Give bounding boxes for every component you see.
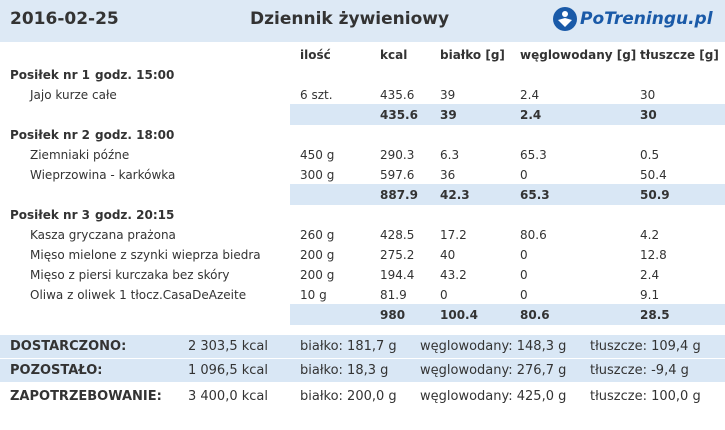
meal-total: 887.9 bbox=[380, 188, 418, 202]
food-cell: 30 bbox=[640, 88, 656, 102]
food-name: Jajo kurze całe bbox=[30, 88, 117, 102]
food-cell: 4.2 bbox=[640, 228, 660, 242]
food-cell: 450 g bbox=[300, 148, 335, 162]
food-cell: 200 g bbox=[300, 248, 335, 262]
meal-total: 28.5 bbox=[640, 308, 670, 322]
food-cell: 597.6 bbox=[380, 168, 415, 182]
food-cell: 0.5 bbox=[640, 148, 660, 162]
header-band: 2016-02-25 Dziennik żywieniowy PoTrening… bbox=[0, 0, 725, 42]
summary-cell: tłuszcze: 100,0 g bbox=[590, 389, 701, 404]
summary-label: POZOSTAŁO: bbox=[10, 363, 103, 378]
meal-total: 42.3 bbox=[440, 188, 470, 202]
food-cell: 300 g bbox=[300, 168, 335, 182]
food-cell: 260 g bbox=[300, 228, 335, 242]
summary-cell: 2 303,5 kcal bbox=[187, 339, 268, 354]
meal-name: Posiłek nr 3 bbox=[10, 208, 91, 222]
total-band bbox=[290, 304, 725, 325]
food-cell: 2.4 bbox=[520, 88, 540, 102]
food-cell: 6 szt. bbox=[300, 88, 333, 102]
meal-total: 435.6 bbox=[380, 108, 418, 122]
food-cell: 10 g bbox=[300, 288, 327, 302]
total-band bbox=[290, 184, 725, 205]
summary-cell: tłuszcze: 109,4 g bbox=[590, 339, 701, 354]
summary-cell: białko: 181,7 g bbox=[300, 339, 397, 354]
column-header: białko [g] bbox=[440, 48, 505, 62]
column-header: tłuszcze [g] bbox=[640, 48, 719, 62]
summary-cell: 3 400,0 kcal bbox=[187, 389, 268, 404]
meal-time: godz. 15:00 bbox=[95, 68, 175, 82]
meal-total: 65.3 bbox=[520, 188, 550, 202]
food-cell: 9.1 bbox=[640, 288, 660, 302]
summary-band bbox=[0, 359, 725, 382]
food-cell: 0 bbox=[520, 268, 528, 282]
summary-cell: węglowodany: 148,3 g bbox=[420, 339, 567, 354]
total-band bbox=[290, 104, 725, 125]
food-name: Kasza gryczana prażona bbox=[30, 228, 176, 242]
column-header: ilość bbox=[300, 48, 331, 62]
food-cell: 275.2 bbox=[380, 248, 415, 262]
summary-cell: węglowodany: 425,0 g bbox=[420, 389, 567, 404]
date: 2016-02-25 bbox=[10, 9, 119, 29]
summary-cell: tłuszcze: -9,4 g bbox=[590, 363, 689, 378]
food-cell: 6.3 bbox=[440, 148, 460, 162]
summary-label: DOSTARCZONO: bbox=[10, 339, 127, 354]
meal-name: Posiłek nr 2 bbox=[10, 128, 91, 142]
food-cell: 2.4 bbox=[640, 268, 660, 282]
food-name: Ziemniaki późne bbox=[30, 148, 130, 162]
food-cell: 0 bbox=[520, 168, 528, 182]
logo[interactable]: PoTreningu.pl bbox=[580, 9, 713, 29]
meal-total: 980 bbox=[380, 308, 406, 322]
meal-time: godz. 18:00 bbox=[95, 128, 175, 142]
food-cell: 17.2 bbox=[440, 228, 467, 242]
food-cell: 435.6 bbox=[380, 88, 415, 102]
food-name: Oliwa z oliwek 1 tłocz.CasaDeAzeite bbox=[30, 288, 247, 302]
column-header: węglowodany [g] bbox=[520, 48, 637, 62]
food-name: Wieprzowina - karkówka bbox=[30, 168, 176, 182]
meal-name: Posiłek nr 1 bbox=[10, 68, 91, 82]
food-cell: 0 bbox=[520, 288, 528, 302]
food-cell: 290.3 bbox=[380, 148, 415, 162]
food-cell: 0 bbox=[440, 288, 448, 302]
food-cell: 39 bbox=[440, 88, 456, 102]
food-cell: 194.4 bbox=[380, 268, 415, 282]
meal-total: 50.9 bbox=[640, 188, 670, 202]
food-cell: 81.9 bbox=[380, 288, 407, 302]
meal-total: 39 bbox=[440, 108, 457, 122]
meal-total: 2.4 bbox=[520, 108, 542, 122]
food-cell: 65.3 bbox=[520, 148, 547, 162]
logo-icon bbox=[553, 7, 577, 31]
food-cell: 200 g bbox=[300, 268, 335, 282]
summary-cell: białko: 18,3 g bbox=[300, 363, 389, 378]
food-cell: 36 bbox=[440, 168, 456, 182]
food-cell: 40 bbox=[440, 248, 456, 262]
food-cell: 0 bbox=[520, 248, 528, 262]
meal-total: 80.6 bbox=[520, 308, 550, 322]
food-cell: 43.2 bbox=[440, 268, 467, 282]
summary-cell: białko: 200,0 g bbox=[300, 389, 397, 404]
summary-label: ZAPOTRZEBOWANIE: bbox=[10, 389, 162, 404]
summary-cell: 1 096,5 kcal bbox=[187, 363, 268, 378]
title: Dziennik żywieniowy bbox=[250, 9, 450, 29]
column-header: kcal bbox=[380, 48, 408, 62]
food-cell: 12.8 bbox=[640, 248, 667, 262]
food-name: Mięso mielone z szynki wieprza biedra bbox=[30, 248, 261, 262]
summary-cell: węglowodany: 276,7 g bbox=[420, 363, 567, 378]
meal-time: godz. 20:15 bbox=[95, 208, 175, 222]
food-cell: 50.4 bbox=[640, 168, 667, 182]
meal-total: 100.4 bbox=[440, 308, 478, 322]
food-cell: 80.6 bbox=[520, 228, 547, 242]
food-name: Mięso z piersi kurczaka bez skóry bbox=[30, 268, 230, 282]
summary-band bbox=[0, 335, 725, 358]
meal-total: 30 bbox=[640, 108, 657, 122]
food-cell: 428.5 bbox=[380, 228, 415, 242]
